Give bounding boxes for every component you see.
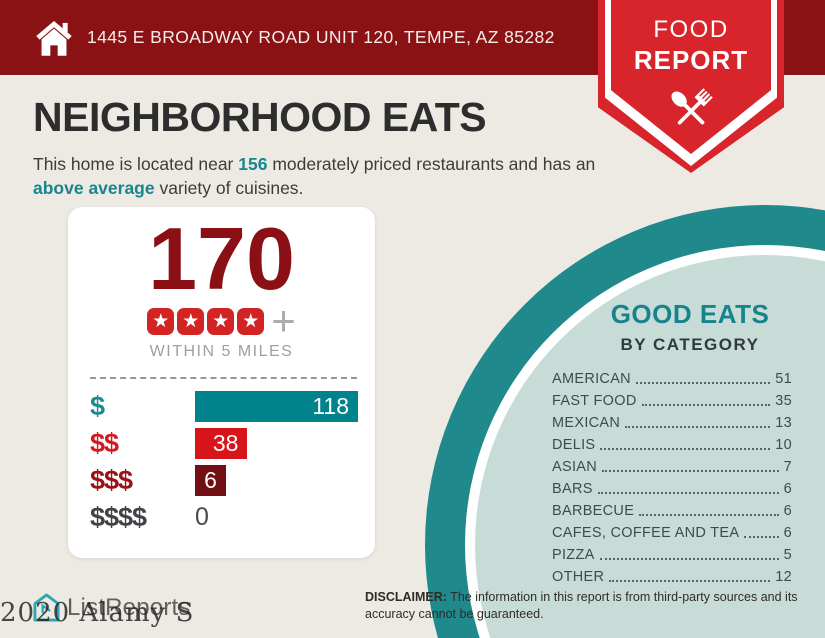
dotted-leader [599,558,779,560]
star-icon: ★ [177,307,205,335]
listreports-house-icon [33,593,60,622]
intro-text-1: This home is located near [33,154,239,174]
price-bar: 118 [195,390,358,422]
dotted-leader [597,492,779,494]
restaurant-stats-card: 170 ★ ★ ★ ★ + WITHIN 5 MILES $118 $$ 38 $$$ 6 $$… [68,207,375,558]
listreports-logo: ListReports [33,593,191,622]
star-icon: ★ [207,307,235,335]
radius-label: WITHIN 5 MILES [149,342,294,360]
total-restaurants-count: 170 [148,209,295,308]
category-list: AMERICAN 51 FAST FOOD 35 MEXICAN 13 DELIS 10 ASI… [552,365,792,585]
category-value: 35 [775,393,792,409]
category-name: FAST FOOD [552,393,637,409]
spoon-fork-icon [671,88,713,125]
category-value: 12 [775,569,792,585]
good-eats-title: GOOD EATS [610,299,770,329]
intro-text-3: variety of cuisines. [154,178,304,199]
intro-text-2: moderately priced restaurants and has an [267,154,596,174]
disclaimer: DISCLAIMER: The information in this repo… [365,589,820,623]
star-icon: ★ [147,307,175,335]
bar-track: 118 [195,390,358,422]
price-row: $118 [90,388,358,425]
category-value: 51 [775,371,792,387]
ribbon-title-line2: REPORT [633,45,749,75]
price-bar-value: 6 [204,466,217,493]
price-row: $$$ 6 [90,462,358,499]
price-row: $$ 38 [90,425,358,462]
bar-track: 38 [195,427,358,459]
category-name: ASIAN [552,459,598,475]
listreports-logo-text: ListReports [67,593,191,621]
category-value: 6 [783,525,792,541]
dotted-leader [609,580,771,582]
dotted-leader [641,404,771,406]
good-eats-subtitle: BY CATEGORY [620,335,760,354]
category-row: PIZZA 5 [552,541,792,563]
dotted-leader [625,426,771,428]
page-title: NEIGHBORHOOD EATS [33,94,487,140]
ribbon-title-line1: FOOD [653,16,729,43]
price-bar-value: 118 [312,392,349,419]
category-row: CAFES, COFFEE AND TEA 6 [552,519,792,541]
star-icon: ★ [237,307,265,335]
good-eats-circle-ring [425,205,825,638]
category-name: CAFES, COFFEE AND TEA [552,525,740,541]
category-value: 6 [783,503,792,519]
home-icon [36,20,72,56]
category-value: 13 [775,415,792,431]
category-value: 5 [783,547,792,563]
bar-track: 0 [195,502,358,533]
category-name: AMERICAN [552,371,631,387]
alamy-watermark: 2020 Alamy S [0,598,195,628]
disclaimer-text: The information in this report is from t… [365,590,798,621]
category-name: BARS [552,481,593,497]
category-name: PIZZA [552,547,595,563]
price-tier-label: $$ [90,427,119,458]
star-row: ★ ★ ★ ★ + [68,297,375,345]
disclaimer-label: DISCLAIMER: [365,590,447,604]
category-name: BARBECUE [552,503,635,519]
category-row: BARS 6 [552,475,792,497]
category-row: OTHER 12 [552,563,792,585]
dotted-leader [602,470,779,472]
category-row: ASIAN 7 [552,453,792,475]
property-address: 1445 E BROADWAY ROAD UNIT 120, TEMPE, AZ… [87,27,555,47]
dotted-leader [600,448,771,450]
plus-icon: + [271,297,296,345]
category-row: AMERICAN 51 [552,365,792,387]
variety-highlight: above average [33,178,155,199]
dotted-leader [635,382,771,384]
category-name: DELIS [552,437,596,453]
bar-track: 6 [195,464,358,496]
intro-paragraph: This home is located near 156 moderately… [33,152,598,200]
category-value: 6 [783,481,792,497]
category-name: MEXICAN [552,415,621,431]
dotted-leader [744,536,779,538]
restaurant-count: 156 [238,154,268,174]
price-bar-value: 0 [195,502,209,531]
price-tier-label: $$$ [90,464,133,495]
price-bar-value: 38 [212,429,239,456]
dotted-leader [639,514,779,516]
category-value: 7 [783,459,792,475]
good-eats-panel: GOOD EATS BY CATEGORY AMERICAN 51 FAST FOO… [552,299,792,585]
category-row: MEXICAN 13 [552,409,792,431]
category-row: BARBECUE 6 [552,497,792,519]
category-row: FAST FOOD 35 [552,387,792,409]
price-tier-label: $$$$ [90,501,147,532]
price-row: $$$$ 0 [90,499,358,536]
star-rating: ★ ★ ★ ★ [147,307,265,335]
price-bar: 38 [195,427,248,459]
category-name: OTHER [552,569,605,585]
food-report-ribbon: FOOD REPORT [598,0,784,173]
price-tier-label: $ [90,390,105,421]
category-value: 10 [775,437,792,453]
category-row: DELIS 10 [552,431,792,453]
dashed-divider [90,376,357,379]
price-bar: 6 [195,464,226,496]
price-bar-chart: $118 $$ 38 $$$ 6 $$$$ 0 [68,388,375,536]
